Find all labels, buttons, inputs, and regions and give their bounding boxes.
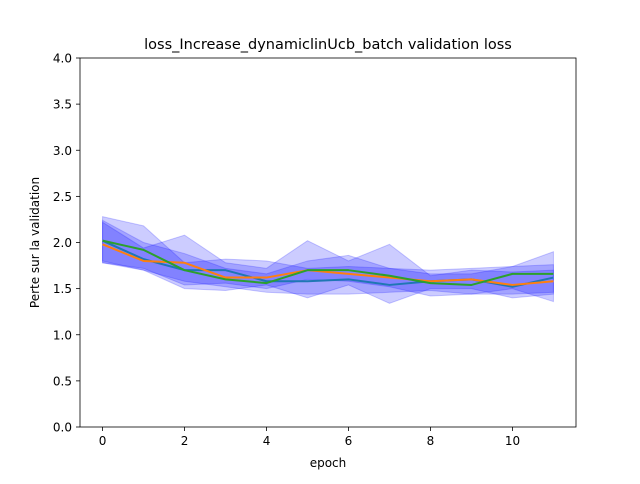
y-tick-label: 1.0 [53, 328, 72, 342]
series-line-2 [102, 243, 554, 286]
x-tick-label: 2 [181, 434, 189, 448]
series-line-3 [102, 239, 554, 286]
x-tick-label: 0 [99, 434, 107, 448]
x-tick-label: 4 [263, 434, 271, 448]
y-tick-label: 2.5 [53, 190, 72, 204]
x-axis: 0 2 4 6 8 10 [99, 427, 520, 448]
chart-title: loss_Increase_dynamiclinUcb_batch valida… [144, 37, 512, 53]
x-axis-label: epoch [310, 456, 347, 470]
y-tick-label: 3.5 [53, 98, 72, 112]
y-tick-label: 2.0 [53, 236, 72, 250]
x-tick-label: 6 [345, 434, 353, 448]
y-tick-label: 0.5 [53, 374, 72, 388]
lines-layer [102, 239, 554, 288]
plot-area [80, 58, 576, 427]
y-tick-label: 4.0 [53, 52, 72, 66]
x-tick-label: 8 [427, 434, 435, 448]
y-tick-label: 1.5 [53, 282, 72, 296]
y-axis-label: Perte sur la validation [28, 177, 42, 308]
x-tick-label: 10 [505, 434, 520, 448]
y-axis: 0.0 0.5 1.0 1.5 2.0 2.5 3.0 3.5 4.0 [53, 52, 80, 435]
y-tick-label: 0.0 [53, 421, 72, 435]
y-tick-label: 3.0 [53, 144, 72, 158]
